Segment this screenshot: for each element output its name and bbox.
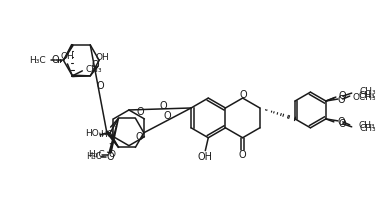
Polygon shape xyxy=(106,131,118,147)
Text: O: O xyxy=(137,107,144,118)
Text: O: O xyxy=(239,150,247,160)
Text: O: O xyxy=(159,101,167,111)
Text: OCH₃: OCH₃ xyxy=(353,93,376,101)
Text: O: O xyxy=(51,55,59,65)
Text: CH₃: CH₃ xyxy=(359,121,375,130)
Text: O: O xyxy=(338,95,346,105)
Text: OH: OH xyxy=(198,151,213,162)
Text: O: O xyxy=(339,119,346,129)
Text: CH₃: CH₃ xyxy=(360,124,376,133)
Text: CH₃: CH₃ xyxy=(86,65,102,74)
Text: CH₃: CH₃ xyxy=(359,91,375,100)
Text: O: O xyxy=(164,111,171,121)
Polygon shape xyxy=(72,75,90,77)
Text: OH: OH xyxy=(95,53,109,62)
Text: CH₃: CH₃ xyxy=(360,87,376,96)
Text: O: O xyxy=(106,151,114,162)
Polygon shape xyxy=(64,45,73,60)
Text: HO: HO xyxy=(85,129,99,138)
Text: H₃C: H₃C xyxy=(29,56,46,65)
Text: HO: HO xyxy=(100,130,114,139)
Polygon shape xyxy=(109,118,118,153)
Text: O: O xyxy=(338,117,346,127)
Text: H₃C: H₃C xyxy=(88,150,105,159)
Text: OH: OH xyxy=(61,53,74,61)
Text: O: O xyxy=(109,150,115,159)
Text: O: O xyxy=(136,132,143,142)
Text: O: O xyxy=(92,60,99,70)
Text: H₃C: H₃C xyxy=(86,152,102,161)
Text: O: O xyxy=(240,90,247,100)
Text: O: O xyxy=(97,81,104,91)
Text: O: O xyxy=(339,91,346,101)
